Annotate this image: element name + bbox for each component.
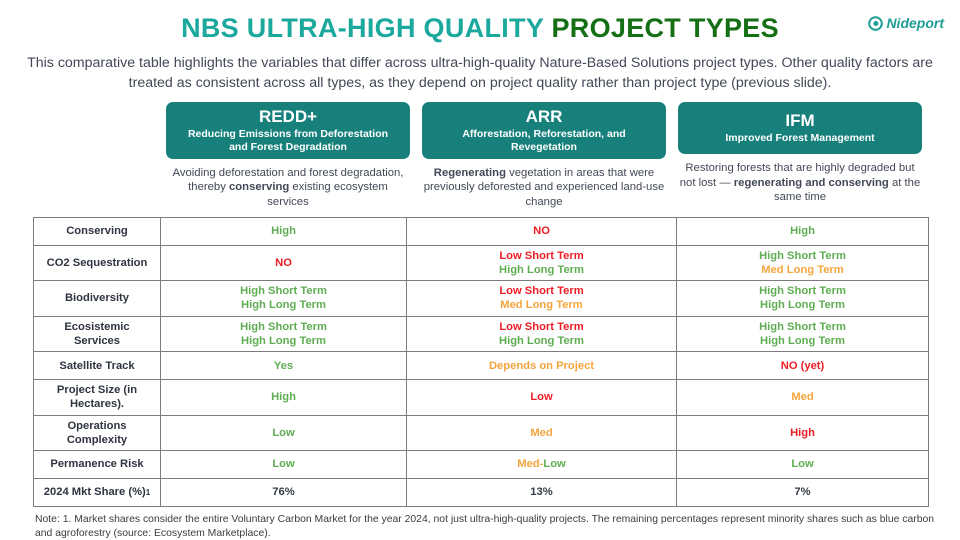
value-cell: High Short Term Med Long Term [676,244,929,282]
comparison-table: Conserving High NO High CO2 Sequestratio… [33,216,929,507]
row-label-text: Ecosistemic Services [64,320,130,347]
project-type-column: REDD+ Reducing Emissions from Deforestat… [160,102,416,210]
type-title: REDD+ [258,107,318,126]
row-label-text: Operations Complexity [66,419,128,446]
type-title: ARR [525,107,563,126]
row-label-text: Conserving [66,225,128,238]
project-type-column: ARR Afforestation, Reforestation, and Re… [416,102,672,210]
page-title: NBS ULTRA-HIGH QUALITY PROJECT TYPES [0,0,960,44]
footnote-text: Note: 1. Market shares consider the enti… [35,514,935,540]
table-row: Project Size (in Hectares). High Low Med [33,379,929,416]
value-cell: High Short Term High Long Term [160,315,407,353]
row-label-text: CO2 Sequestration [46,256,148,269]
row-label: Ecosistemic Services [33,315,161,353]
value-cell: Med [676,379,929,416]
value-cell: Yes [160,351,407,381]
type-title: IFM [785,111,815,131]
row-label: Operations Complexity [33,414,161,452]
value-cell: Med [406,414,677,452]
type-description: Avoiding deforestation and forest degrad… [172,166,404,209]
type-subtitle: Improved Forest Management [725,131,875,144]
value-cell: High [676,414,929,452]
row-label: Project Size (in Hectares). [33,379,161,416]
table-row: Ecosistemic Services High Short Term High… [33,315,929,353]
type-columns: REDD+ Reducing Emissions from Deforestat… [33,102,928,210]
project-type-header-box: REDD+ Reducing Emissions from Deforestat… [166,102,410,159]
table-row: Operations Complexity Low Med High [33,414,929,452]
type-subtitle: Afforestation, Reforestation, and Revege… [462,127,626,153]
row-label: Satellite Track [33,351,161,381]
project-type-header-box: ARR Afforestation, Reforestation, and Re… [422,102,666,159]
project-type-column: IFM Improved Forest Management Restoring… [672,102,928,210]
value-cell: High Short Term High Long Term [160,280,407,317]
value-cell: NO (yet) [676,351,929,381]
row-label-text: Satellite Track [59,359,135,372]
value-cell: High [676,216,929,246]
row-label-text: 2024 Mkt Share (%) [43,486,146,499]
type-description: Regenerating vegetation in areas that we… [423,166,665,209]
logo-text: Nideport [886,15,944,31]
value-cell: Low [676,450,929,479]
value-cell: Low Short Term Med Long Term [406,280,677,317]
row-label-text: Project Size (in Hectares). [56,384,138,411]
value-cell: Low [160,414,407,452]
value-cell: High [160,379,407,416]
table-row: 2024 Mkt Share (%)1 76% 13% 7% [33,478,929,507]
intro-text: This comparative table highlights the va… [27,54,933,91]
type-subtitle: Reducing Emissions from Deforestation an… [187,127,389,153]
comparison-table-body: Conserving High NO High CO2 Sequestratio… [33,216,929,507]
value-cell: 7% [676,478,929,507]
value-cell: High Short Term High Long Term [676,280,929,317]
value-cell: High [160,216,407,246]
table-row: Permanence Risk Low Med-Low Low [33,450,929,479]
row-label-text: Biodiversity [64,292,130,305]
value-cell: Low [406,379,677,416]
row-label-text: Permanence Risk [50,458,144,471]
type-columns-spacer [33,102,160,210]
value-cell: High Short Term High Long Term [676,315,929,353]
row-label: Conserving [33,216,161,246]
value-cell: Depends on Project [406,351,677,381]
logo-spiral-icon [868,15,884,31]
value-cell: 76% [160,478,407,507]
logo: Nideport [868,15,944,31]
table-row: Conserving High NO High [33,216,929,246]
value-cell: Low [160,450,407,479]
project-type-header-box: IFM Improved Forest Management [678,102,922,154]
value-cell: NO [406,216,677,246]
row-label: 2024 Mkt Share (%)1 [33,478,161,507]
page-title-teal-part: NBS ULTRA-HIGH QUALITY [181,13,544,43]
table-row: Satellite Track Yes Depends on Project N… [33,351,929,381]
value-cell: 13% [406,478,677,507]
table-row: CO2 Sequestration NO Low Short Term High … [33,244,929,282]
value-cell: Med-Low [406,450,677,479]
table-row: Biodiversity High Short Term High Long Te… [33,280,929,317]
row-label: Permanence Risk [33,450,161,479]
value-cell: NO [160,244,407,282]
row-label: CO2 Sequestration [33,244,161,282]
page-title-green-part: PROJECT TYPES [551,13,779,43]
row-label-sub: 1 [145,488,151,498]
type-description: Restoring forests that are highly degrad… [679,162,921,204]
row-label: Biodiversity [33,280,161,317]
value-cell: Low Short Term High Long Term [406,315,677,353]
value-cell: Low Short Term High Long Term [406,244,677,282]
